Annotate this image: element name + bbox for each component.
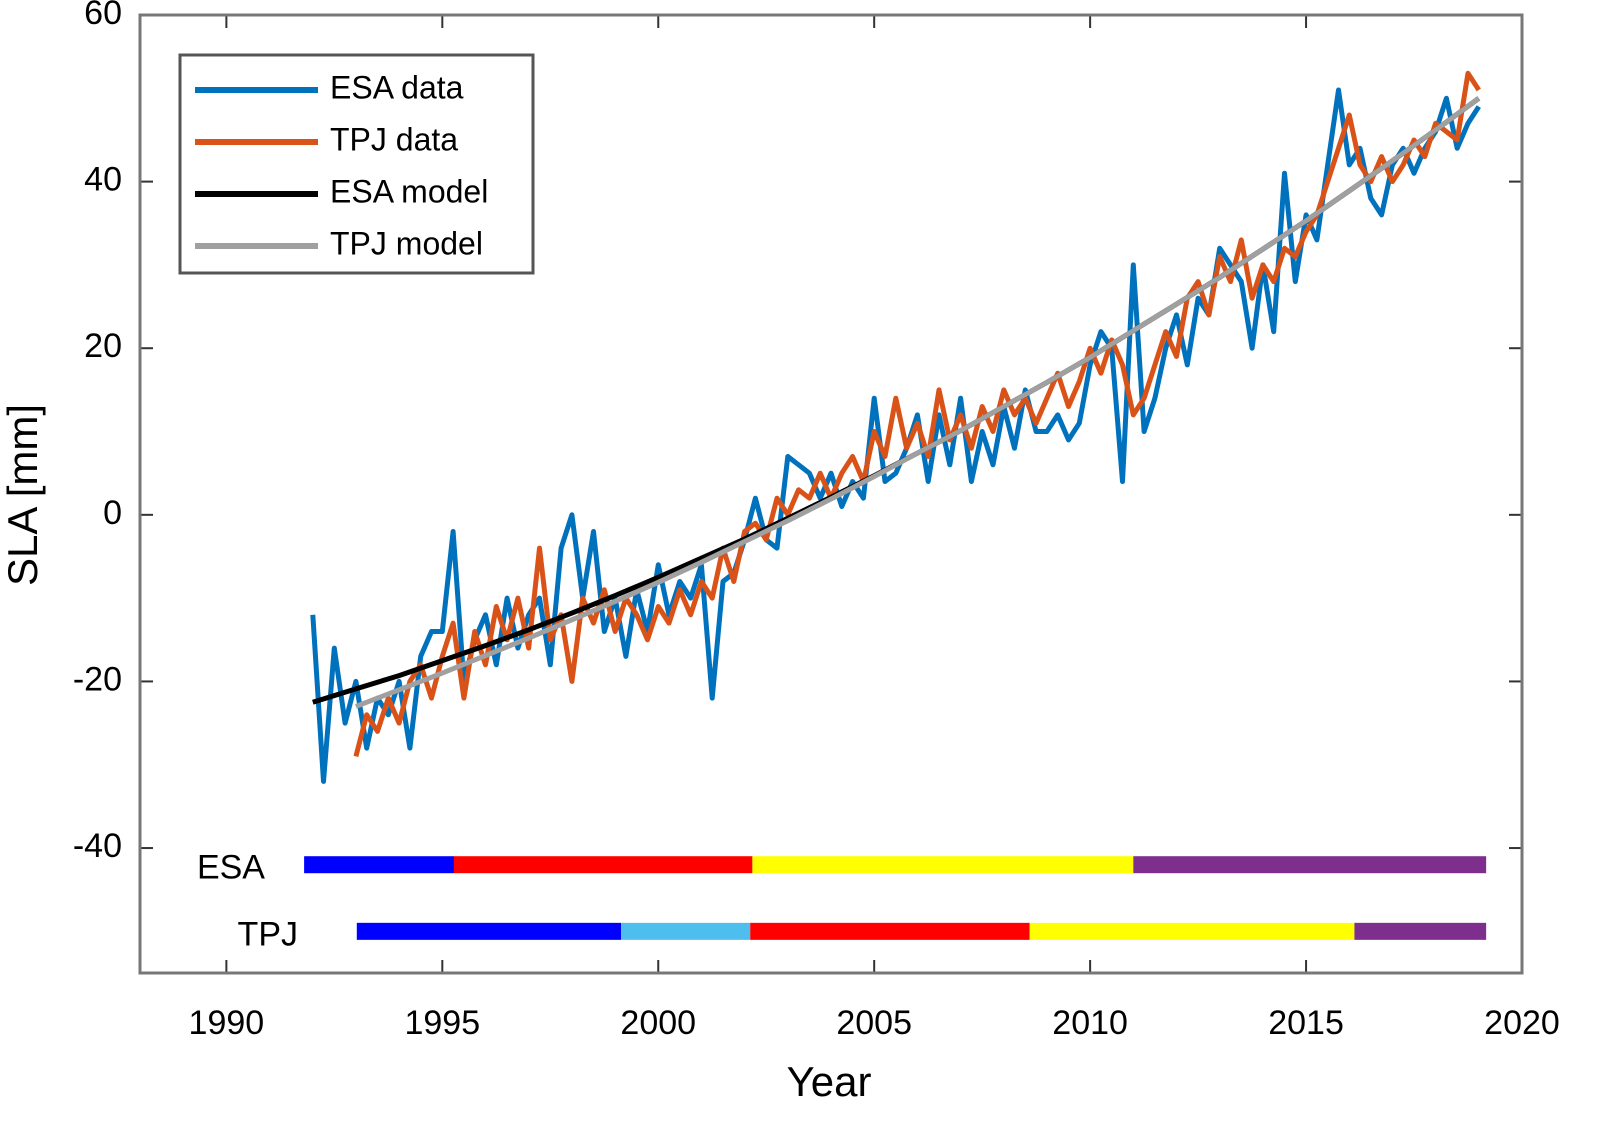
y-tick-label: 40: [84, 161, 122, 199]
x-axis-label: Year: [787, 1058, 872, 1105]
timeline-segment: [1029, 922, 1355, 940]
y-axis-label: SLA [mm]: [0, 404, 46, 586]
timeline-segment: [356, 922, 622, 940]
legend-label: ESA data: [330, 69, 464, 105]
legend-label: TPJ model: [330, 225, 483, 261]
series-line: [355, 96, 1481, 709]
legend-label: ESA model: [330, 173, 488, 209]
timeline-segment: [304, 856, 454, 874]
y-tick-label: 0: [103, 494, 122, 532]
y-tick-label: 20: [84, 327, 122, 365]
plot-frame: [138, 13, 1524, 975]
timeline-segment: [621, 922, 751, 940]
y-tick-label: -40: [73, 827, 122, 865]
x-tick-label: 2000: [620, 1004, 696, 1042]
timeline-label: ESA: [197, 849, 265, 887]
timeline-segment: [453, 856, 753, 874]
series-line: [353, 70, 1481, 758]
series-line: [310, 87, 1481, 784]
x-tick-label: 2005: [836, 1004, 912, 1042]
x-tick-label: 1990: [189, 1004, 265, 1042]
timeline-segment: [1354, 922, 1487, 940]
timeline-label: TPJ: [238, 915, 298, 953]
x-tick-label: 1995: [404, 1004, 480, 1042]
y-tick-label: 60: [84, 0, 122, 32]
legend-label: TPJ data: [330, 121, 458, 157]
x-tick-label: 2010: [1052, 1004, 1128, 1042]
timeline-segment: [752, 856, 1134, 874]
y-tick-label: -20: [73, 660, 122, 698]
x-tick-label: 2020: [1484, 1004, 1560, 1042]
timeline-segment: [1133, 856, 1487, 874]
x-tick-label: 2015: [1268, 1004, 1344, 1042]
timeline-segment: [750, 922, 1030, 940]
